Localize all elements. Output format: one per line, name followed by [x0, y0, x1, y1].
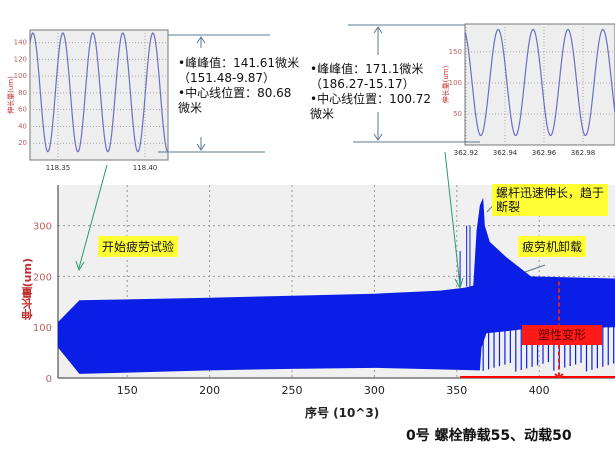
note-left: •峰峰值：141.61微米 （151.48-9.87） •中心线位置：80.68…: [178, 56, 299, 116]
y-tick-label: 60: [18, 106, 27, 114]
label-rapid-elongation: 螺杆迅速伸长，趋于断裂: [492, 184, 608, 216]
note-line: 微米: [178, 101, 203, 115]
note-line: （186.27-15.17）: [310, 77, 415, 91]
bracket-left: [158, 34, 270, 153]
waveform: [29, 32, 169, 153]
y-tick-label: 0: [46, 374, 52, 385]
y-tick-label: 100: [449, 79, 462, 87]
note-line: •峰峰值：171.1微米: [310, 62, 424, 76]
note-line: •峰峰值：141.61微米: [178, 56, 300, 70]
y-tick-label: 150: [449, 48, 462, 56]
label-plastic-deformation: 塑性变形: [522, 325, 602, 345]
x-tick-label: 362.96: [532, 149, 557, 157]
bracket-right: [348, 24, 480, 143]
note-right: •峰峰值：171.1微米 （186.27-15.17） •中心线位置：100.7…: [310, 62, 431, 122]
y-axis-label: 伸长量(um): [21, 258, 34, 321]
x-tick-label: 350: [446, 384, 467, 397]
label-start-fatigue: 开始疲劳试验: [98, 236, 179, 257]
x-tick-label: 362.94: [493, 149, 518, 157]
inset-plot-area: [464, 23, 615, 146]
x-tick-label: 118.40: [133, 164, 158, 172]
note-line: （151.48-9.87）: [178, 71, 276, 85]
x-tick-label: 362.92: [454, 149, 479, 157]
y-tick-label: 100: [14, 72, 27, 80]
note-line: •中心线位置：80.68: [178, 86, 292, 100]
y-tick-label: 120: [14, 55, 27, 63]
x-tick-label: 118.35: [46, 164, 71, 172]
x-tick-label: 362.98: [571, 149, 596, 157]
main-chart: 0 100 200 300 150 200 250 300 350 400: [33, 185, 615, 397]
x-axis-label: 序号 (10^3): [305, 406, 380, 420]
y-tick-label: 40: [18, 122, 27, 130]
inset-chart-right: 50 100 150 362.92 362.94 362.96 362.98 伸长量(um): [441, 23, 615, 157]
red-arrowhead: [554, 373, 564, 379]
annotation-arrows: [75, 151, 464, 290]
y-tick-label: 50: [453, 110, 462, 118]
x-tick-label: 150: [117, 384, 138, 397]
y-tick-label: 20: [18, 139, 27, 147]
y-tick-label: 300: [33, 222, 52, 233]
inset-y-label: 伸长量(um): [441, 65, 450, 103]
data-envelope: [58, 197, 615, 374]
y-tick-label: 100: [33, 323, 52, 334]
note-line: •中心线位置：100.72: [310, 92, 432, 106]
label-unload: 疲劳机卸载: [518, 236, 587, 257]
y-tick-label: 200: [33, 272, 52, 283]
caption: 0号 螺栓静载55、动载50: [406, 428, 572, 444]
x-tick-label: 200: [199, 384, 220, 397]
note-line: 微米: [310, 107, 335, 121]
y-tick-label: 140: [14, 39, 27, 47]
inset-chart-left: 20 40 60 80 100 120 140 118.35 118.40 伸长量(um): [6, 29, 169, 172]
x-tick-label: 250: [282, 384, 303, 397]
x-tick-label: 400: [529, 384, 550, 397]
inset-y-label: 伸长量(um): [6, 76, 15, 114]
y-tick-label: 80: [18, 89, 27, 97]
waveform: [464, 28, 615, 137]
x-tick-label: 300: [364, 384, 385, 397]
